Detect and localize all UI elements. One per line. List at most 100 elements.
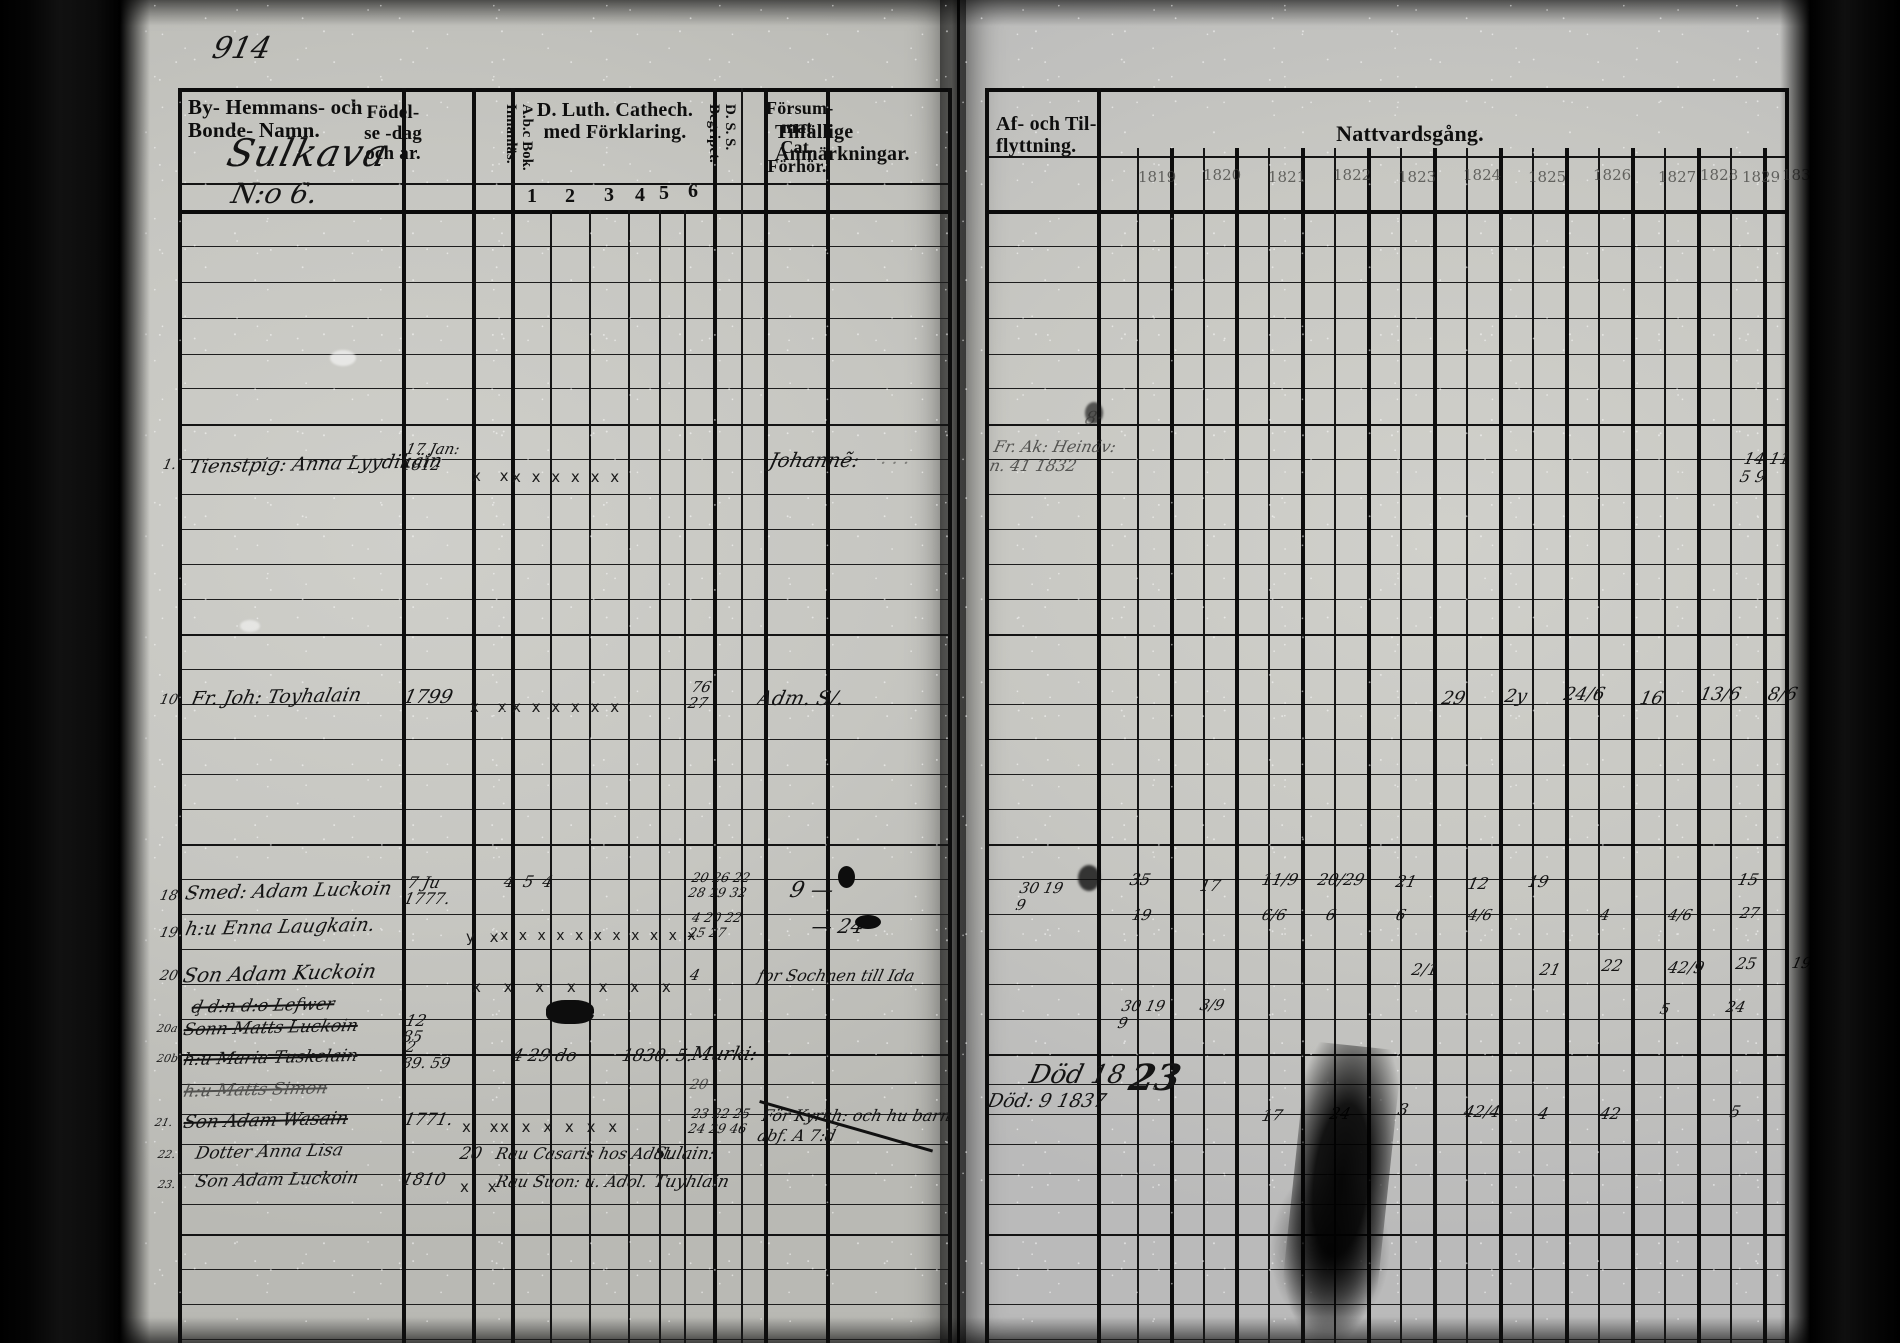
communion-mark: 15 [1735, 870, 1761, 889]
column-header-flyttning: Af- och Til- flyttning. [996, 113, 1097, 157]
communion-mark: 11/9 [1259, 870, 1301, 889]
communion-year: 1828 [1700, 166, 1739, 184]
entry-cathech-marks: x x x x x x [512, 468, 623, 486]
entry-cathech-marks: x x x x x x x [472, 978, 680, 996]
communion-mark: 21 [1393, 872, 1419, 891]
communion-mark: 35 [1127, 870, 1153, 889]
entry-anmarkningar-extra: · · · [877, 453, 912, 474]
column-header-anmarkningar: Tilfällige Anmärkningar. [775, 121, 910, 165]
col-rule-flyttning-nattvard [1097, 88, 1101, 1343]
entry-anmarkningar: Johannẽ: [767, 448, 862, 472]
entry-birth: 1810 [399, 1170, 448, 1190]
entry-name: Smed: Adam Luckoin [183, 877, 394, 905]
entry-forsummat: 20 26 22 28 29 32 [686, 871, 752, 901]
communion-year: 1821 [1268, 168, 1307, 186]
entry-anmarkningar: Adm. S/. [755, 686, 847, 710]
communion-mark: 2/1 [1409, 960, 1441, 979]
communion-mark: 24/6 [1561, 684, 1607, 705]
communion-mark: 2y [1502, 686, 1530, 707]
entry-cathech-marks: x x x x x x x x x x x [500, 928, 699, 944]
communion-year: 1824 [1463, 166, 1502, 184]
row-index: 10. [158, 692, 184, 708]
communion-mark: 17 [1259, 1106, 1285, 1125]
column-header-nattvardsgang: Nattvardsgång. [1336, 121, 1484, 146]
entry-abc-marks: x x [470, 698, 514, 716]
row-index: 20b. [155, 1052, 183, 1065]
communion-year: 1825 [1528, 168, 1567, 186]
entry-name: Son Adam Kuckoin [181, 958, 379, 988]
entry-forsummat: 20 [688, 1077, 710, 1093]
entry-birth: 1799 [401, 686, 456, 708]
entry-name-struck: ḑ d:n d:o Lefwer [189, 994, 337, 1018]
communion-year: 1822 [1333, 166, 1372, 184]
column-header-begripet: D. S. S. Begripet. [706, 104, 738, 163]
header-bottom-rule [178, 210, 948, 214]
communion-mark: 42 [1597, 1104, 1623, 1123]
communion-mark: 24 [1724, 998, 1748, 1016]
communion-year: 1827 [1658, 168, 1697, 186]
entry-birth: 17 Jan: 1812 [400, 440, 462, 474]
row-index: 22. [156, 1148, 177, 1161]
communion-year: 1830 [1782, 166, 1821, 184]
col-rule-right-border-left [985, 88, 989, 1343]
col-rule-name-birth [402, 88, 406, 1343]
entry-anmarkningar: for Sochnen till Ida [755, 966, 917, 985]
communion-mark: 19/21 [1790, 954, 1838, 972]
entry-cathech-marks: 4 5 4 [501, 872, 558, 891]
entry-anmarkningar: 9 — [787, 878, 837, 903]
entry-cathech-marks: x x x x x x [512, 698, 623, 716]
communion-mark: 12 [1465, 874, 1491, 893]
entry-name: h:u Enna Laugkain. [183, 913, 378, 941]
entry-abc-marks: 20 [457, 1144, 485, 1164]
communion-mark: 24 [1327, 1104, 1353, 1123]
parish-heading: Sulkava [222, 131, 393, 175]
ink-blot [838, 866, 855, 888]
row-index: 20a. [155, 1022, 183, 1035]
entry-forsummat: 23 22 25 24 29 46 [686, 1107, 752, 1137]
communion-year: 1820 [1203, 166, 1242, 184]
col-rule-begripet-forsummat [764, 88, 768, 1343]
communion-mark: 6/6 [1260, 906, 1289, 924]
entry-forsummat: 1830. 5. [619, 1046, 695, 1066]
communion-year: 1826 [1593, 166, 1632, 184]
communion-mark: 21 [1537, 960, 1563, 979]
communion-mark: 13/6 [1697, 684, 1743, 705]
communion-mark: 8/6 [1765, 684, 1800, 705]
entry-abc-marks: x x [462, 1118, 506, 1136]
communion-year: 1819 [1138, 168, 1177, 186]
column-header-cathech: D. Luth. Cathech. med Förklaring. [536, 99, 694, 143]
entry-birth: 7 Ju 1777. [402, 873, 453, 908]
entry-name-struck: h:u Matts Simon [181, 1078, 330, 1102]
entry-birth: 2 89. 59 [400, 1038, 453, 1072]
communion-mark: 20/29 [1315, 870, 1367, 889]
entry-anmarkningar: Sulain: [651, 1144, 717, 1164]
entry-abc-marks: y x [466, 928, 504, 946]
ink-blot [546, 1000, 594, 1024]
entry-anmarkningar: Murki: [689, 1043, 760, 1065]
communion-mark: 42/4 [1461, 1102, 1503, 1121]
row-index: 21. [153, 1116, 174, 1129]
entry-cathech-marks: Rau Casaris hos Adol. [493, 1144, 677, 1163]
communion-mark: 25 [1733, 954, 1759, 973]
right-page-table [985, 88, 1789, 1343]
cathech-subcol-1: 1 [527, 185, 537, 207]
table-top-rule [178, 88, 948, 92]
entry-name: Fr. Joh: Toyhalain [189, 683, 364, 711]
communion-mark: 4/6 [1666, 906, 1695, 924]
communion-mark: 22 [1599, 956, 1625, 975]
communion-mark: 27 [1738, 904, 1762, 922]
row-index: 18. [158, 888, 184, 904]
communion-mark: 4/6 [1466, 906, 1495, 924]
communion-mark: 17 [1197, 876, 1223, 895]
row-index: 20. [158, 968, 184, 984]
flyttning-entry: 30 19 9 [1014, 879, 1065, 914]
entry-anmarkningar: Tuyhlain [651, 1172, 732, 1192]
communion-mark: 19 [1525, 872, 1551, 891]
entry-cathech-marks: Rau Suon: u. Adol. [493, 1172, 650, 1191]
communion-mark: 29 [1439, 688, 1468, 709]
entry-abc-marks: x x [472, 467, 516, 485]
flyttning-entry: Fr. Ak: Heinäv: n. 41 1832 [987, 437, 1119, 476]
dod-year-large: 23 [1125, 1057, 1185, 1099]
col-rule-far-right [1785, 88, 1789, 1343]
